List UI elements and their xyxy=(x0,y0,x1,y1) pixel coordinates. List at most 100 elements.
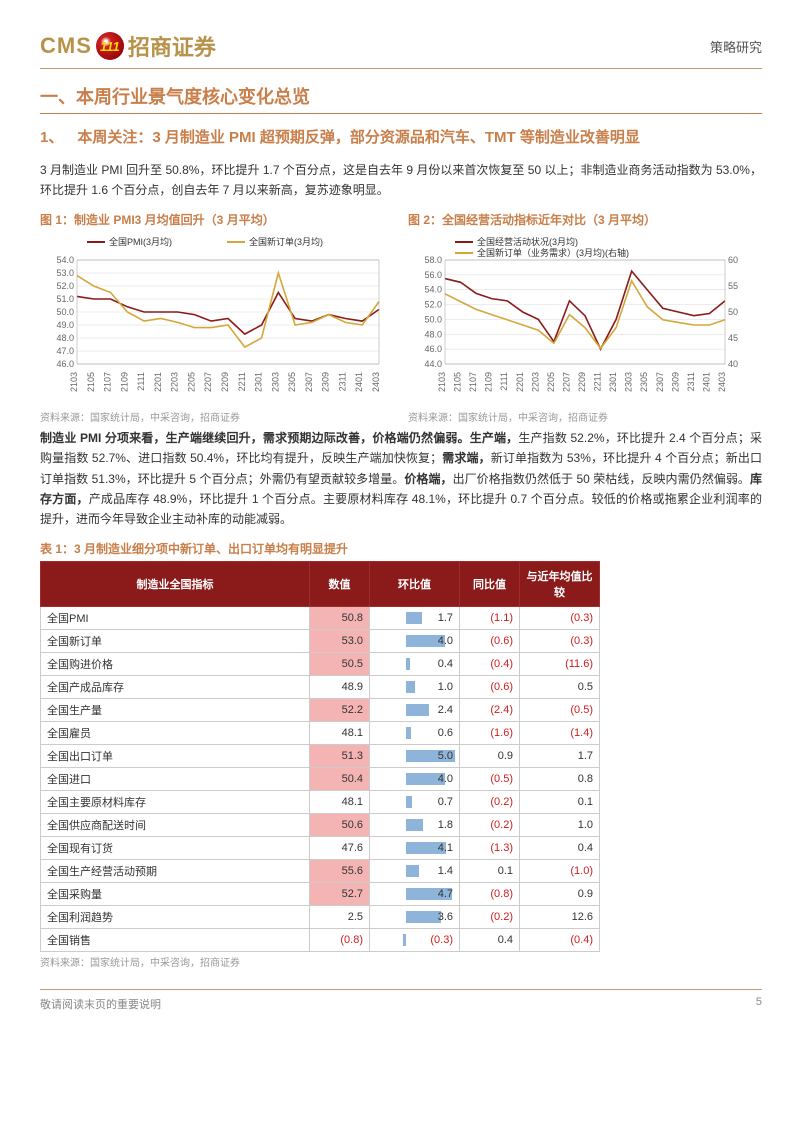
svg-text:48.0: 48.0 xyxy=(424,329,442,339)
table-cell-mom: 0.7 xyxy=(370,790,460,813)
svg-text:2201: 2201 xyxy=(515,372,525,392)
svg-text:52.0: 52.0 xyxy=(56,281,74,291)
svg-text:2403: 2403 xyxy=(371,372,381,392)
chart-1-source: 资料来源：国家统计局，中采咨询，招商证券 xyxy=(40,409,394,424)
table-cell-value: 55.6 xyxy=(310,859,370,882)
table-cell-cmp: (1.0) xyxy=(520,859,600,882)
svg-text:58.0: 58.0 xyxy=(424,255,442,265)
table-cell-yoy: (0.2) xyxy=(460,790,520,813)
table-cell-yoy: (0.4) xyxy=(460,652,520,675)
svg-text:2311: 2311 xyxy=(686,372,696,391)
table-cell-value: (0.8) xyxy=(310,928,370,951)
table-cell-label: 全国雇员 xyxy=(41,721,310,744)
svg-text:2203: 2203 xyxy=(170,372,180,392)
table-row: 全国销售(0.8)(0.3)0.4(0.4) xyxy=(41,928,600,951)
table-cell-label: 全国进口 xyxy=(41,767,310,790)
chart-2-box: 图 2：全国经营活动指标近年对比（3 月平均） 44.046.048.050.0… xyxy=(408,211,762,424)
svg-text:2111: 2111 xyxy=(499,372,509,391)
table-row: 全国雇员48.10.6(1.6)(1.4) xyxy=(41,721,600,744)
table-cell-yoy: (1.3) xyxy=(460,836,520,859)
table-cell-yoy: (0.2) xyxy=(460,813,520,836)
logo-cn-text: 招商证券 xyxy=(128,30,216,62)
table-cell-cmp: (0.3) xyxy=(520,606,600,629)
table-cell-cmp: (0.5) xyxy=(520,698,600,721)
table-header-cell: 与近年均值比较 xyxy=(520,561,600,606)
svg-text:2403: 2403 xyxy=(717,372,727,392)
table-cell-mom: 0.4 xyxy=(370,652,460,675)
table-cell-mom: 3.6 xyxy=(370,905,460,928)
svg-text:46.0: 46.0 xyxy=(56,359,74,369)
table-row: 全国购进价格50.50.4(0.4)(11.6) xyxy=(41,652,600,675)
table-cell-label: 全国生产量 xyxy=(41,698,310,721)
svg-text:2311: 2311 xyxy=(337,372,347,391)
subsection-heading: 1、 本周关注：3 月制造业 PMI 超预期反弹，部分资源品和汽车、TMT 等制… xyxy=(40,126,762,150)
table-cell-label: 全国生产经营活动预期 xyxy=(41,859,310,882)
table-cell-value: 48.1 xyxy=(310,790,370,813)
table-cell-yoy: 0.4 xyxy=(460,928,520,951)
svg-text:40: 40 xyxy=(728,359,738,369)
table-1-title: 表 1：3 月制造业细分项中新订单、出口订单均有明显提升 xyxy=(40,540,762,557)
svg-text:2309: 2309 xyxy=(321,372,331,392)
table-cell-value: 50.6 xyxy=(310,813,370,836)
table-cell-mom: (0.3) xyxy=(370,928,460,951)
table-cell-cmp: (11.6) xyxy=(520,652,600,675)
svg-text:45: 45 xyxy=(728,333,738,343)
table-cell-label: 全国主要原材料库存 xyxy=(41,790,310,813)
table-body: 全国PMI50.81.7(1.1)(0.3)全国新订单53.04.0(0.6)(… xyxy=(41,606,600,951)
svg-text:2207: 2207 xyxy=(203,372,213,392)
table-row: 全国产成品库存48.91.0(0.6)0.5 xyxy=(41,675,600,698)
svg-text:52.0: 52.0 xyxy=(424,299,442,309)
svg-text:53.0: 53.0 xyxy=(56,268,74,278)
svg-text:2107: 2107 xyxy=(468,372,478,392)
svg-text:全国经营活动状况(3月均): 全国经营活动状况(3月均) xyxy=(477,236,578,247)
table-row: 全国供应商配送时间50.61.8(0.2)1.0 xyxy=(41,813,600,836)
table-cell-yoy: (0.6) xyxy=(460,675,520,698)
paragraph-1: 3 月制造业 PMI 回升至 50.8%，环比提升 1.7 个百分点，这是自去年… xyxy=(40,160,762,201)
table-cell-cmp: 0.5 xyxy=(520,675,600,698)
table-cell-mom: 4.1 xyxy=(370,836,460,859)
table-cell-cmp: 12.6 xyxy=(520,905,600,928)
chart-2-source: 资料来源：国家统计局，中采咨询，招商证券 xyxy=(408,409,762,424)
svg-text:全国PMI(3月均): 全国PMI(3月均) xyxy=(109,236,172,247)
svg-text:44.0: 44.0 xyxy=(424,359,442,369)
svg-text:46.0: 46.0 xyxy=(424,344,442,354)
table-cell-label: 全国采购量 xyxy=(41,882,310,905)
table-cell-mom: 1.8 xyxy=(370,813,460,836)
svg-text:全国新订单（业务需求）(3月均)(右轴): 全国新订单（业务需求）(3月均)(右轴) xyxy=(477,247,629,258)
chart-1-box: 图 1：制造业 PMI3 月均值回升（3 月平均） 46.047.048.049… xyxy=(40,211,394,424)
table-cell-mom: 4.7 xyxy=(370,882,460,905)
table-cell-value: 52.2 xyxy=(310,698,370,721)
table-cell-label: 全国利润趋势 xyxy=(41,905,310,928)
table-row: 全国PMI50.81.7(1.1)(0.3) xyxy=(41,606,600,629)
section-heading-1: 一、本周行业景气度核心变化总览 xyxy=(40,83,762,114)
svg-text:2307: 2307 xyxy=(304,372,314,392)
table-header-cell: 数值 xyxy=(310,561,370,606)
table-cell-mom: 1.4 xyxy=(370,859,460,882)
table-row: 全国生产量52.22.4(2.4)(0.5) xyxy=(41,698,600,721)
table-header-cell: 制造业全国指标 xyxy=(41,561,310,606)
svg-text:2401: 2401 xyxy=(354,372,364,392)
table-row: 全国利润趋势2.53.6(0.2)12.6 xyxy=(41,905,600,928)
table-cell-yoy: (0.8) xyxy=(460,882,520,905)
table-header-cell: 环比值 xyxy=(370,561,460,606)
table-cell-mom: 0.6 xyxy=(370,721,460,744)
svg-text:47.0: 47.0 xyxy=(56,346,74,356)
charts-row: 图 1：制造业 PMI3 月均值回升（3 月平均） 46.047.048.049… xyxy=(40,211,762,424)
svg-text:2309: 2309 xyxy=(670,372,680,392)
table-header-row: 制造业全国指标数值环比值同比值与近年均值比较 xyxy=(41,561,600,606)
table-1: 制造业全国指标数值环比值同比值与近年均值比较 全国PMI50.81.7(1.1)… xyxy=(40,561,600,952)
svg-text:50.0: 50.0 xyxy=(424,314,442,324)
table-cell-label: 全国销售 xyxy=(41,928,310,951)
svg-text:56.0: 56.0 xyxy=(424,270,442,280)
svg-text:2103: 2103 xyxy=(437,372,447,392)
table-1-source: 资料来源：国家统计局，中采咨询，招商证券 xyxy=(40,954,762,969)
page-header: CMS 111 招商证券 策略研究 xyxy=(40,30,762,69)
table-row: 全国现有订货47.64.1(1.3)0.4 xyxy=(41,836,600,859)
table-cell-cmp: 0.9 xyxy=(520,882,600,905)
table-cell-value: 51.3 xyxy=(310,744,370,767)
table-cell-cmp: 1.0 xyxy=(520,813,600,836)
table-cell-mom: 1.0 xyxy=(370,675,460,698)
table-cell-label: 全国新订单 xyxy=(41,629,310,652)
subsection-title: 本周关注：3 月制造业 PMI 超预期反弹，部分资源品和汽车、TMT 等制造业改… xyxy=(77,126,640,150)
chart-1-title: 图 1：制造业 PMI3 月均值回升（3 月平均） xyxy=(40,211,394,228)
